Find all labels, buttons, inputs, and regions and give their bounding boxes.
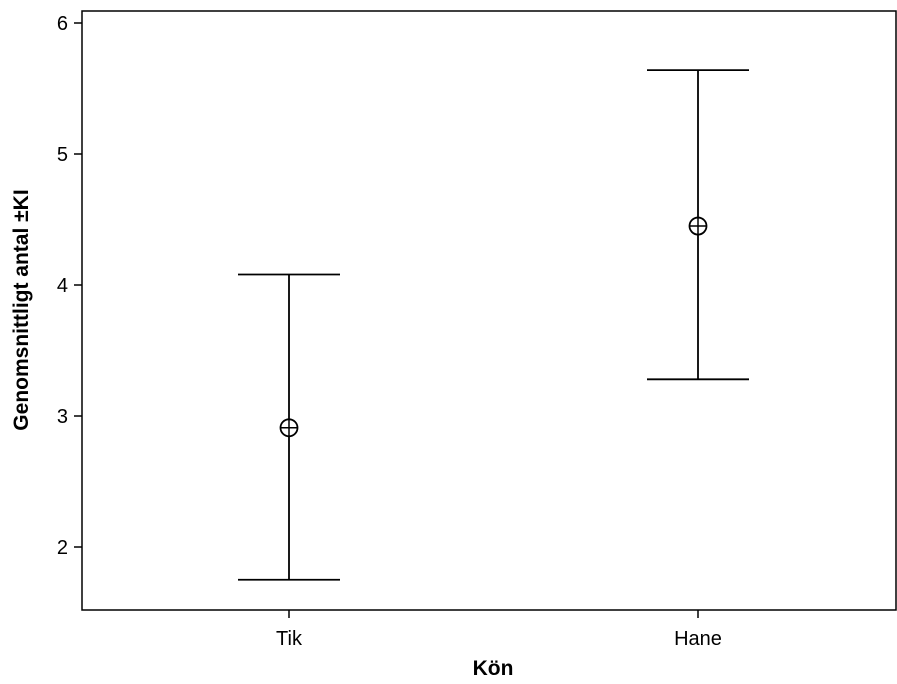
x-axis-ticks: Tik Hane [276, 610, 722, 650]
plot-frame [81, 10, 897, 611]
y-axis-title: Genomsnittligt antal ±KI [10, 189, 33, 430]
x-tick-label-tik: Tik [276, 628, 303, 650]
y-tick-label-6: 6 [57, 13, 68, 35]
y-tick-label-3: 3 [57, 406, 68, 428]
y-tick-label-4: 4 [57, 275, 68, 297]
x-tick-label-hane: Hane [674, 628, 722, 650]
x-axis-title: Kön [473, 657, 514, 680]
mean-marker-hane [688, 216, 708, 236]
error-bar-hane [647, 69, 749, 381]
mean-marker-tik [279, 418, 299, 438]
y-tick-label-2: 2 [57, 537, 68, 559]
y-axis-ticks: 2 3 4 5 6 [57, 13, 82, 559]
y-tick-label-5: 5 [57, 144, 68, 166]
error-bar-tik [238, 273, 340, 581]
error-bars [238, 69, 749, 581]
